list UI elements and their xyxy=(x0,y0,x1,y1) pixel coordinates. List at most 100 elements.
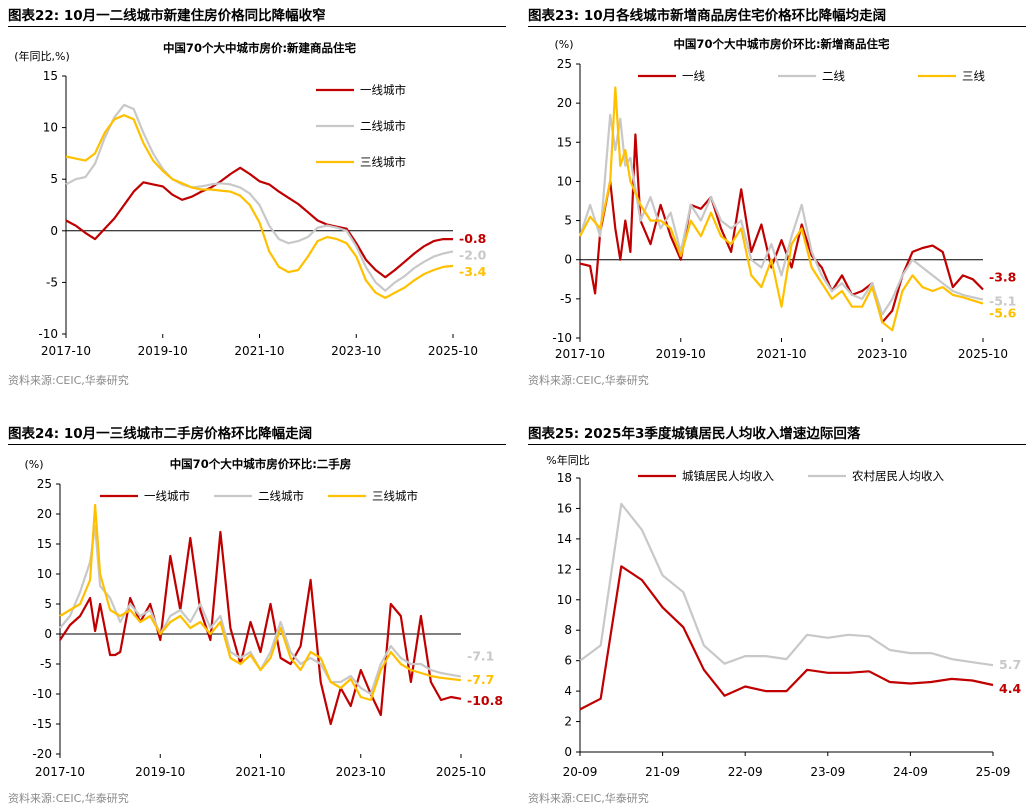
panel-24: 图表24: 10月一三线城市二手房价格环比降幅走阔 中国70个大中城市房价环比:… xyxy=(8,418,508,808)
y-tick-label: 10 xyxy=(557,593,572,607)
chart-title: 中国70个大中城市房价环比:二手房 xyxy=(170,457,352,471)
chart-new-home-yoy: 中国70个大中城市房价:新建商品住宅 (年同比,%) -10 -5 0 5 10 15 2017… xyxy=(14,41,487,358)
y-tick-label: -10 xyxy=(552,331,572,345)
y-axis-label: (年同比,%) xyxy=(14,49,70,63)
chart-income-yoy: %年同比 0 2 4 6 8 10 12 14 16 18 20-09 21-09 22-09 23-09 2… xyxy=(546,453,1021,779)
x-tick-label: 2025-10 xyxy=(958,347,1008,361)
title-rule xyxy=(528,444,1026,445)
y-tick-label: 20 xyxy=(37,507,52,521)
y-tick-label: -10 xyxy=(38,327,58,341)
series-line-1 xyxy=(65,166,453,279)
y-axis-label: (%) xyxy=(24,458,43,471)
legend-label: 二线城市 xyxy=(360,119,406,133)
legend-label: 三线 xyxy=(962,69,985,83)
y-tick-label: -5 xyxy=(46,275,58,289)
y-axis-label: (%) xyxy=(554,38,573,51)
y-tick-label: 6 xyxy=(564,654,572,668)
y-tick-label: 25 xyxy=(557,57,572,71)
end-value-label: -10.8 xyxy=(467,693,503,708)
panel-22: 图表22: 10月一二线城市新建住房价格同比降幅收窄 中国70个大中城市房价:新… xyxy=(8,0,508,390)
y-tick-label: 0 xyxy=(564,253,572,267)
legend-label: 三线城市 xyxy=(360,155,406,169)
x-tick-label: 2025-10 xyxy=(428,344,478,358)
chart-title: 中国70个大中城市房价环比:新增商品住宅 xyxy=(673,37,890,51)
y-tick-label: -15 xyxy=(32,717,52,731)
x-tick-label: 2023-10 xyxy=(331,344,381,358)
x-tick-label: 22-09 xyxy=(728,765,763,779)
end-value-label: -7.1 xyxy=(467,649,494,664)
x-tick-label: 2021-10 xyxy=(235,765,285,779)
series-line-2 xyxy=(579,502,994,667)
end-value-label: -3.8 xyxy=(989,269,1016,284)
x-tick-label: 24-09 xyxy=(893,765,928,779)
x-tick-label: 2021-10 xyxy=(234,344,284,358)
panel-title: 图表25: 2025年3季度城镇居民人均收入增速边际回落 xyxy=(528,426,861,442)
y-tick-label: 5 xyxy=(44,597,52,611)
end-value-label: -3.4 xyxy=(459,264,487,279)
y-tick-label: 5 xyxy=(564,214,572,228)
chart-second-hand-mom: 中国70个大中城市房价环比:二手房(%)-20-15-10-5051015202… xyxy=(24,457,503,779)
legend-label: 农村居民人均收入 xyxy=(852,469,944,483)
x-tick-label: 2025-10 xyxy=(436,765,486,779)
end-value-label: -2.0 xyxy=(459,247,487,262)
y-tick-label: 16 xyxy=(557,501,572,515)
y-tick-label: 12 xyxy=(557,562,572,576)
x-tick-label: 2021-10 xyxy=(756,347,806,361)
x-tick-label: 2017-10 xyxy=(35,765,85,779)
end-value-label: -5.1 xyxy=(989,294,1016,309)
y-tick-label: 8 xyxy=(564,623,572,637)
end-value-label: -5.6 xyxy=(989,306,1017,321)
source-note: 资料来源:CEIC,华泰研究 xyxy=(528,374,649,387)
x-tick-label: 20-09 xyxy=(563,765,598,779)
y-tick-label: 25 xyxy=(37,477,52,491)
legend-label: 二线 xyxy=(822,69,845,83)
panel-25: 图表25: 2025年3季度城镇居民人均收入增速边际回落 %年同比 0 2 4 6 8 10… xyxy=(528,418,1028,808)
x-tick-label: 23-09 xyxy=(810,765,845,779)
source-note: 资料来源:CEIC,华泰研究 xyxy=(8,792,129,805)
series-line-3 xyxy=(579,86,984,332)
legend-label: 一线 xyxy=(682,69,705,83)
series-line-1 xyxy=(579,565,994,711)
y-tick-label: 18 xyxy=(557,471,572,485)
panel-title: 图表22: 10月一二线城市新建住房价格同比降幅收窄 xyxy=(8,8,326,24)
y-tick-label: 2 xyxy=(564,715,572,729)
y-tick-label: 14 xyxy=(557,532,572,546)
y-tick-label: -5 xyxy=(40,657,52,671)
y-tick-label: 15 xyxy=(557,135,572,149)
series-line-1 xyxy=(59,530,462,726)
x-tick-label: 2019-10 xyxy=(138,344,188,358)
chart-new-home-mom: 中国70个大中城市房价环比:新增商品住宅 (%) -10 -5 0 5 10 15 20 25 20… xyxy=(552,37,1017,361)
title-rule xyxy=(8,26,506,27)
y-tick-label: -10 xyxy=(32,687,52,701)
end-value-label: -7.7 xyxy=(467,672,494,687)
x-tick-label: 25-09 xyxy=(976,765,1011,779)
y-tick-label: 0 xyxy=(50,224,58,238)
y-tick-label: 15 xyxy=(37,537,52,551)
panel-title: 图表23: 10月各线城市新增商品房住宅价格环比降幅均走阔 xyxy=(528,8,887,24)
y-tick-label: 15 xyxy=(43,69,58,83)
x-tick-label: 2017-10 xyxy=(41,344,91,358)
x-tick-label: 2019-10 xyxy=(135,765,185,779)
y-tick-label: 10 xyxy=(557,174,572,188)
end-value-label: -0.8 xyxy=(459,231,486,246)
series-line-3 xyxy=(59,503,462,702)
y-tick-label: 5 xyxy=(50,172,58,186)
series-line-2 xyxy=(65,103,454,292)
source-note: 资料来源:CEIC,华泰研究 xyxy=(528,792,649,805)
legend-label: 城镇居民人均收入 xyxy=(682,469,774,483)
y-axis-label: %年同比 xyxy=(546,453,589,467)
x-tick-label: 2019-10 xyxy=(656,347,706,361)
chart-title: 中国70个大中城市房价:新建商品住宅 xyxy=(163,41,357,55)
y-tick-label: 20 xyxy=(557,96,572,110)
series-line-3 xyxy=(65,114,454,299)
legend-label: 一线城市 xyxy=(144,489,190,503)
x-tick-label: 2023-10 xyxy=(336,765,386,779)
panel-title: 图表24: 10月一三线城市二手房价格环比降幅走阔 xyxy=(8,426,313,442)
title-rule xyxy=(528,26,1026,27)
x-tick-label: 2023-10 xyxy=(857,347,907,361)
title-rule xyxy=(8,444,506,445)
x-tick-label: 21-09 xyxy=(645,765,680,779)
y-tick-label: -20 xyxy=(32,747,52,761)
end-value-label: 5.7 xyxy=(999,657,1021,672)
legend-label: 三线城市 xyxy=(372,489,418,503)
